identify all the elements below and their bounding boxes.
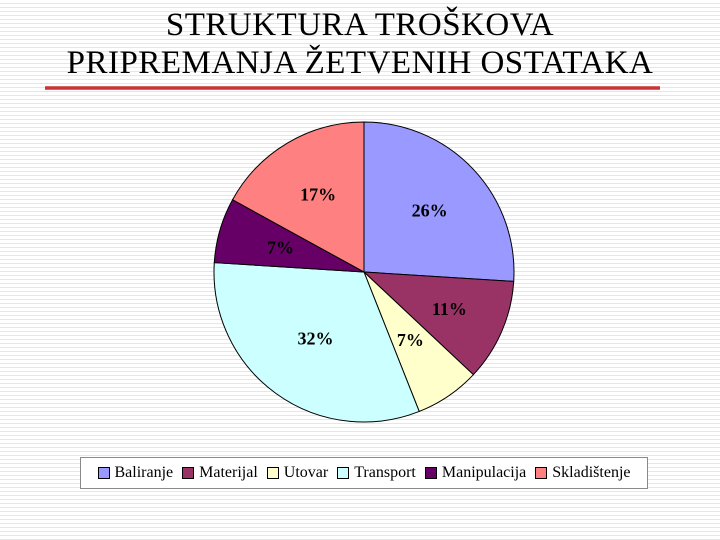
title-underline (45, 86, 660, 90)
pie-label-manipulacija: 7% (267, 238, 294, 258)
legend-swatch (424, 467, 437, 479)
slide-title-line-2: PRIPREMANJA ŽETVENIH OSTATAKA (66, 45, 654, 81)
pie-slice-transport (213, 262, 420, 423)
pie-slices (213, 121, 515, 423)
legend-item-utovar: Utovar (266, 464, 329, 482)
slide-title-line-1: STRUKTURA TROŠKOVA (165, 7, 555, 43)
legend-swatch (182, 467, 195, 479)
pie-slice-skladištenje (231, 121, 365, 273)
slide-title: STRUKTURA TROŠKOVA PRIPREMANJA ŽETVENIH … (0, 6, 720, 82)
pie-slice-materijal (362, 271, 515, 376)
legend-swatch (266, 467, 279, 479)
legend-item-manipulacija: Manipulacija (424, 464, 527, 482)
pie-data-labels: 26% 11% 7% 32% 7% 17% (267, 185, 467, 351)
legend-label: Utovar (283, 464, 329, 481)
legend-label: Baliranje (114, 464, 174, 481)
pie-label-utovar: 7% (397, 330, 424, 350)
legend-item-baliranje: Baliranje (97, 464, 174, 482)
legend-label: Manipulacija (441, 464, 527, 481)
legend-item-transport: Transport (337, 464, 416, 482)
pie-slice-baliranje (363, 121, 515, 282)
legend-label: Materijal (199, 464, 258, 481)
legend-swatch (97, 467, 110, 479)
pie-label-transport: 32% (298, 329, 334, 349)
chart-legend: Baliranje Materijal Utovar Transport Manipul… (80, 457, 648, 489)
pie-label-baliranje: 26% (412, 200, 448, 220)
pie-label-skladištenje: 17% (300, 185, 336, 205)
legend-label: Skladištenje (552, 464, 631, 481)
legend-label: Transport (354, 464, 416, 481)
legend-swatch (535, 467, 548, 479)
legend-item-skladištenje: Skladištenje (535, 464, 631, 482)
legend-swatch (337, 467, 350, 479)
legend-item-materijal: Materijal (182, 464, 258, 482)
pie-label-materijal: 11% (432, 299, 467, 319)
